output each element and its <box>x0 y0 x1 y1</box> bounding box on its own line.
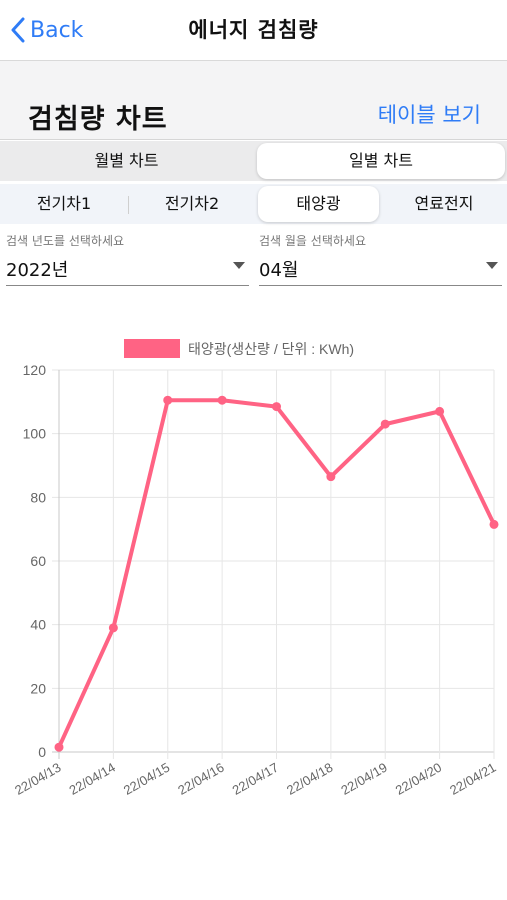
month-select-value: 04월 <box>259 260 299 281</box>
header-section: 검침량 차트 테이블 보기 <box>0 61 507 140</box>
legend-swatch <box>124 339 180 358</box>
navigation-bar: Back 에너지 검침량 <box>0 0 507 61</box>
tab-ev1[interactable]: 전기차1 <box>36 194 92 213</box>
y-tick-label: 40 <box>30 617 46 633</box>
y-tick-label: 60 <box>30 553 46 569</box>
data-point[interactable] <box>326 472 336 482</box>
x-tick-label: 22/04/21 <box>447 760 498 798</box>
nav-title: 에너지 검침량 <box>188 18 319 42</box>
x-tick-label: 22/04/20 <box>393 760 444 798</box>
tab-ev2[interactable]: 전기차2 <box>164 194 220 213</box>
y-tick-label: 100 <box>23 426 47 442</box>
data-point[interactable] <box>272 402 281 412</box>
tab-fuel-cell[interactable]: 연료전지 <box>414 194 474 213</box>
month-select-label: 검색 월을 선택하세요 <box>259 234 366 248</box>
tab-divider <box>128 196 129 214</box>
dropdown-arrow-icon <box>233 262 245 269</box>
tab-monthly-chart[interactable]: 월별 차트 <box>94 151 159 170</box>
energy-line-chart: 태양광(생산량 / 단위 : KWh) 0 20 40 60 80 100 120 22/0… <box>12 339 499 798</box>
data-point[interactable] <box>380 419 390 429</box>
select-underline <box>259 285 502 286</box>
table-view-link[interactable]: 테이블 보기 <box>377 103 481 127</box>
year-select-value: 2022년 <box>6 260 69 281</box>
chevron-left-icon <box>11 17 25 43</box>
data-point[interactable] <box>54 742 64 752</box>
tab-solar[interactable]: 태양광 <box>258 186 379 222</box>
legend-label: 태양광(생산량 / 단위 : KWh) <box>188 341 354 357</box>
x-tick-label: 22/04/13 <box>12 760 63 798</box>
year-select[interactable]: 검색 년도를 선택하세요 2022년 <box>6 230 249 286</box>
month-select[interactable]: 검색 월을 선택하세요 04월 <box>259 230 502 286</box>
y-tick-label: 0 <box>38 744 46 760</box>
y-tick-label: 20 <box>30 680 46 696</box>
data-point[interactable] <box>217 395 227 405</box>
x-tick-label: 22/04/19 <box>338 760 389 798</box>
x-tick-label: 22/04/14 <box>67 760 118 798</box>
data-point[interactable] <box>435 406 445 416</box>
tab-daily-chart[interactable]: 일별 차트 <box>257 143 505 179</box>
data-point[interactable] <box>489 519 499 529</box>
x-tick-label: 22/04/16 <box>175 760 226 798</box>
select-underline <box>6 285 249 286</box>
page-title: 검침량 차트 <box>28 104 168 135</box>
y-tick-label: 80 <box>30 489 46 505</box>
back-button[interactable]: Back <box>10 14 83 46</box>
data-point[interactable] <box>108 623 118 633</box>
x-tick-label: 22/04/17 <box>230 760 281 798</box>
y-tick-label: 120 <box>23 362 47 378</box>
source-segmented-control: 전기차1 전기차2 태양광 연료전지 <box>0 184 507 224</box>
data-point[interactable] <box>163 395 173 405</box>
x-tick-label: 22/04/18 <box>284 760 335 798</box>
back-label: Back <box>30 17 84 43</box>
year-select-label: 검색 년도를 선택하세요 <box>6 234 125 248</box>
dropdown-arrow-icon <box>486 262 498 269</box>
x-tick-label: 22/04/15 <box>121 760 172 798</box>
period-segmented-control: 월별 차트 일별 차트 <box>0 141 507 181</box>
